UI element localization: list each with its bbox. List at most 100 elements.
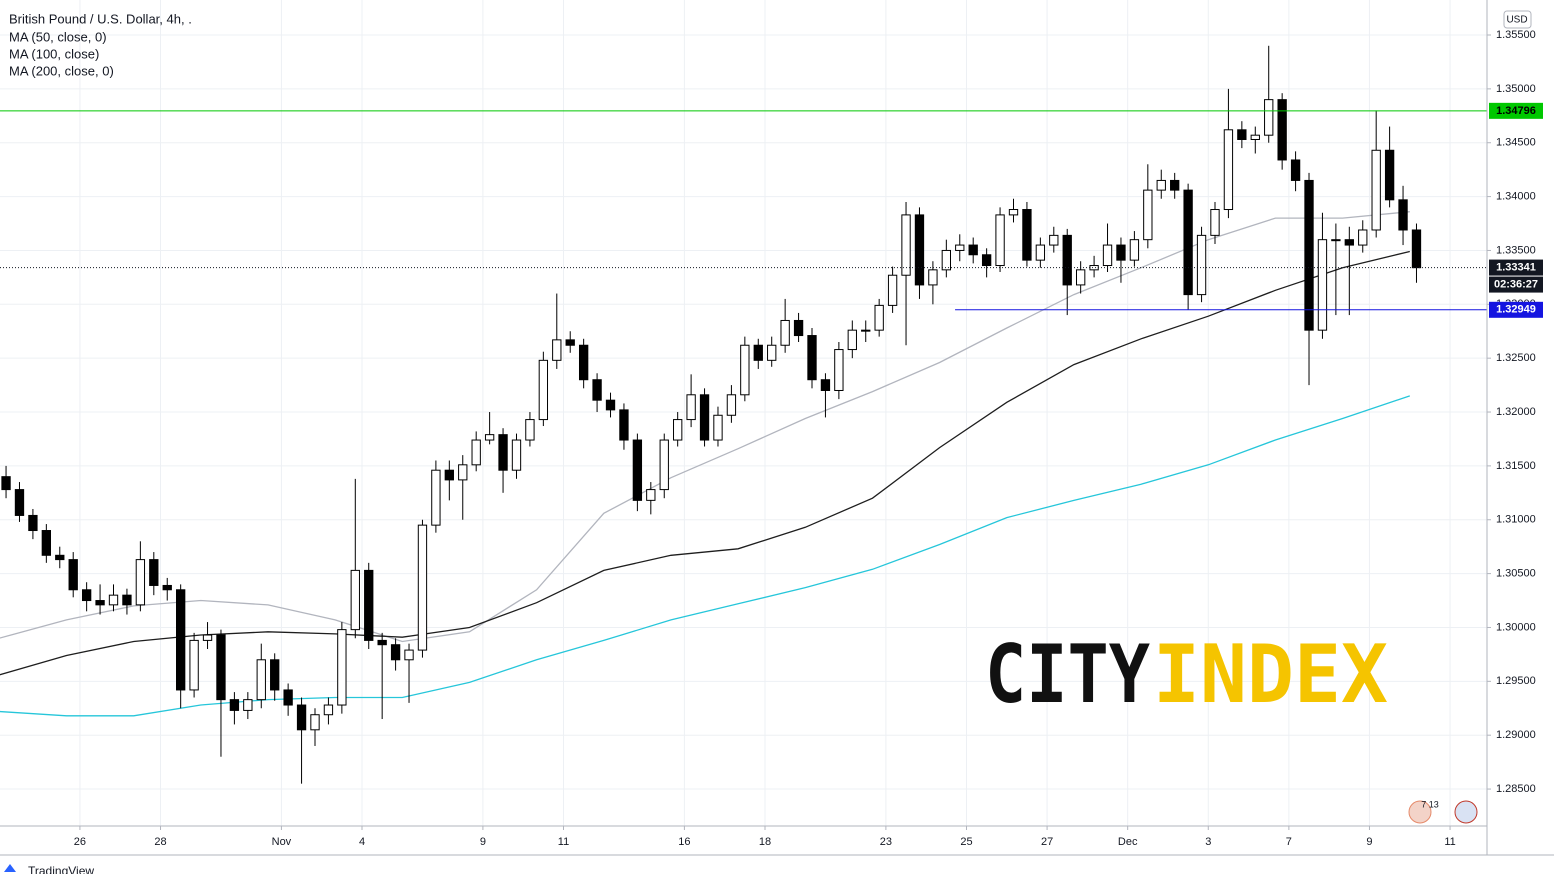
watermark-index: INDEX (1153, 628, 1388, 721)
candle-body (256, 659, 266, 701)
candle-body (1089, 265, 1099, 271)
y-tick-label: 1.35500 (1496, 29, 1536, 41)
candle-body (673, 419, 683, 441)
candle-body (310, 714, 320, 731)
x-tick-label: 23 (880, 836, 892, 848)
candle-body (1264, 99, 1274, 136)
y-tick-label: 1.35000 (1496, 83, 1536, 95)
legend-entry: MA (50, close, 0) (9, 29, 107, 44)
chart-title: British Pound / U.S. Dollar, 4h, . (9, 11, 192, 26)
plot (0, 45, 1487, 784)
x-tick-label: Nov (272, 836, 292, 848)
candle-body (1250, 134, 1260, 140)
candle-body (1102, 244, 1113, 267)
candle-body (941, 249, 951, 271)
candle-body (162, 584, 172, 591)
candle-body (981, 254, 992, 267)
candle-body (780, 319, 790, 346)
candle-body (1143, 189, 1153, 241)
candle-body (887, 274, 898, 306)
grid (0, 0, 1487, 826)
price-label-box (1489, 259, 1543, 276)
candle-body (1075, 269, 1086, 286)
legend-entry: MA (100, close) (9, 46, 99, 61)
candle-body (323, 704, 334, 716)
candle-body (511, 439, 522, 471)
candle-body (726, 394, 737, 416)
candle-body (41, 530, 52, 556)
candle-body (659, 439, 669, 491)
event-icon[interactable] (1454, 800, 1478, 824)
x-tick-label: 11 (1444, 836, 1455, 848)
x-tick-label: 27 (1041, 836, 1053, 848)
candle-body (1196, 234, 1207, 296)
x-tick-label: Dec (1118, 836, 1138, 848)
currency-box[interactable] (1503, 10, 1532, 29)
candle-body (1062, 234, 1072, 286)
candle-body (176, 589, 186, 691)
candle-body (14, 489, 25, 516)
x-tick-label: 3 (1205, 836, 1211, 848)
candle-body (484, 434, 495, 441)
y-tick-label: 1.30000 (1496, 621, 1536, 633)
candle-body (834, 349, 844, 391)
candle-body (1022, 209, 1032, 261)
candle-body (1116, 244, 1126, 261)
candle-body (753, 344, 763, 361)
candle-body (135, 559, 146, 606)
candle-body (189, 639, 199, 691)
candle-body (1237, 129, 1247, 140)
candle-body (807, 335, 817, 381)
x-tick-label: 25 (960, 836, 972, 848)
candle-body (928, 269, 938, 286)
candle-body (525, 419, 535, 441)
footer-logo (4, 864, 16, 872)
candle-body (149, 559, 159, 586)
candle-body (995, 214, 1005, 267)
candle-body (619, 409, 629, 441)
candle-body (337, 629, 347, 706)
candle-body (377, 639, 387, 646)
candle-body (216, 634, 226, 701)
candle-body (202, 634, 213, 641)
legend-entry: MA (200, close, 0) (9, 63, 114, 78)
candle-body (552, 339, 562, 361)
y-tick-label: 1.32500 (1496, 352, 1536, 364)
candle-body (820, 379, 831, 391)
candle-body (68, 559, 78, 591)
candle-body (431, 469, 441, 526)
candle-body (1358, 229, 1368, 246)
x-tick-label: 11 (558, 836, 569, 848)
candle-body (404, 649, 414, 661)
candle-body (699, 394, 710, 441)
x-tick-label: 9 (1366, 836, 1372, 848)
candle-body (270, 659, 280, 691)
x-tick-label: 28 (154, 836, 166, 848)
candle-body (686, 394, 696, 421)
candle-body (1317, 239, 1328, 331)
price-label: 1.32949 (1496, 304, 1536, 316)
candle-body (955, 244, 965, 251)
candle-body (565, 339, 575, 346)
event-badge[interactable]: 7 13 (1421, 799, 1439, 809)
candle-body (1304, 179, 1314, 331)
footer-brand[interactable]: TradingView (28, 864, 94, 874)
event-icon[interactable] (1408, 800, 1432, 824)
candle-body (28, 514, 38, 532)
price-label: 1.33341 (1496, 261, 1536, 273)
candle-body (243, 699, 253, 711)
candle-body (538, 359, 549, 421)
candle-body (1398, 199, 1408, 231)
currency[interactable]: USD (1506, 15, 1527, 26)
candle-body (793, 319, 804, 337)
candle-body (229, 699, 240, 711)
price-label-box (1489, 301, 1543, 318)
candle-body (1129, 239, 1140, 261)
x-tick-label: 18 (759, 836, 771, 848)
candle-body (1384, 149, 1395, 201)
candle-body (55, 554, 65, 561)
candle-body (364, 569, 374, 641)
candle-body (296, 704, 307, 731)
